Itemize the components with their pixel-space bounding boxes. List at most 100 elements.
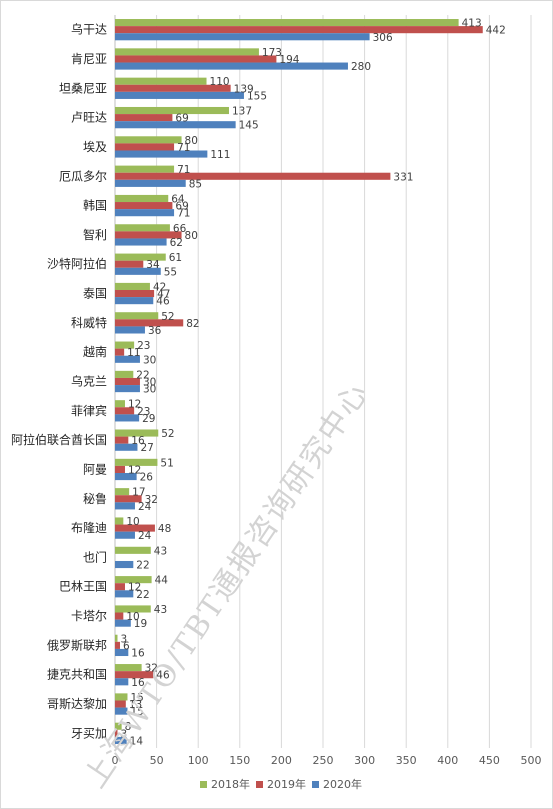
- category-label: 菲律宾: [71, 403, 107, 418]
- data-label: 36: [148, 325, 162, 337]
- data-label: 194: [279, 54, 299, 66]
- data-label: 55: [164, 266, 177, 278]
- data-label: 80: [185, 135, 198, 147]
- x-tick-label: 250: [313, 754, 334, 767]
- bar: [115, 326, 145, 334]
- x-tick-label: 50: [150, 754, 164, 767]
- bar: [115, 736, 127, 744]
- bar: [115, 84, 231, 92]
- bar: [115, 136, 182, 144]
- data-label: 413: [462, 18, 482, 30]
- bar: [115, 700, 126, 708]
- x-tick-label: 300: [354, 754, 375, 767]
- bar: [115, 77, 207, 85]
- bar: [115, 348, 125, 356]
- category-label: 韩国: [83, 198, 107, 213]
- bar: [115, 678, 129, 686]
- data-label: 61: [169, 252, 182, 264]
- bar: [115, 473, 137, 481]
- bar: [115, 517, 124, 525]
- data-label: 22: [136, 560, 149, 572]
- data-label: 47: [157, 289, 170, 301]
- category-label: 哥斯达黎加: [47, 697, 107, 711]
- data-label: 306: [373, 32, 393, 44]
- bar: [115, 194, 169, 203]
- data-label: 8: [125, 721, 132, 733]
- category-label: 牙买加: [71, 726, 107, 740]
- data-label: 442: [486, 25, 506, 37]
- bar: [115, 267, 161, 275]
- category-label: 布隆迪: [71, 520, 107, 535]
- bar: [115, 33, 370, 41]
- data-label: 71: [177, 164, 190, 176]
- category-label: 阿拉伯联合酋长国: [11, 432, 107, 447]
- bar: [115, 531, 135, 539]
- data-label: 66: [173, 223, 187, 235]
- category-label: 乌干达: [71, 22, 107, 37]
- bar: [115, 436, 129, 444]
- category-label: 泰国: [83, 287, 107, 301]
- data-labels: 4134423061731942801101391551376914580711…: [120, 18, 505, 748]
- data-label: 14: [130, 735, 144, 747]
- legend-label: 2020年: [323, 777, 362, 791]
- bar: [115, 106, 229, 115]
- data-label: 82: [186, 318, 199, 330]
- x-tick-label: 400: [437, 754, 458, 767]
- bar: [115, 590, 134, 598]
- bar: [115, 612, 124, 620]
- category-label: 也门: [83, 549, 107, 564]
- x-tick-label: 450: [479, 754, 500, 767]
- bar: [115, 693, 128, 701]
- data-label: 23: [137, 340, 150, 352]
- bar: [115, 26, 483, 34]
- data-label: 23: [137, 406, 150, 418]
- data-label: 110: [210, 76, 230, 88]
- bar: [115, 560, 134, 569]
- data-label: 280: [351, 61, 371, 73]
- data-label: 22: [136, 589, 149, 601]
- data-label: 12: [128, 464, 141, 476]
- data-label: 34: [146, 259, 160, 271]
- data-label: 145: [239, 120, 259, 132]
- data-label: 42: [153, 281, 166, 293]
- data-label: 11: [127, 347, 140, 359]
- x-tick-label: 100: [188, 754, 209, 767]
- data-label: 155: [247, 90, 267, 102]
- data-label: 3: [120, 728, 127, 740]
- bar: [115, 443, 138, 451]
- data-label: 43: [154, 604, 167, 616]
- bar: [115, 114, 173, 122]
- category-label: 越南: [83, 344, 107, 359]
- bar: [115, 729, 118, 737]
- bar: [115, 648, 129, 657]
- bars: [115, 19, 483, 744]
- data-label: 12: [128, 399, 141, 411]
- category-labels: 乌干达肯尼亚坦桑尼亚卢旺达埃及厄瓜多尔韩国智利沙特阿拉伯泰国科威特越南乌克兰菲律…: [11, 22, 107, 741]
- data-label: 22: [136, 369, 149, 381]
- legend: 2018年 2019年 2020年: [200, 777, 362, 791]
- x-tick-labels: 0 50 100 150 200 250 300 350 400 450 500: [112, 754, 542, 767]
- bar: [115, 282, 150, 290]
- bar: [115, 231, 182, 239]
- bar: [115, 355, 140, 363]
- data-label: 173: [262, 47, 282, 59]
- bar: [115, 722, 122, 730]
- bar: [115, 172, 391, 180]
- bar: [115, 605, 151, 613]
- bar: [115, 341, 135, 349]
- bar: [115, 121, 236, 129]
- x-tick-label: 0: [112, 754, 119, 767]
- data-label: 85: [189, 178, 202, 190]
- data-label: 71: [177, 142, 190, 154]
- data-label: 46: [156, 670, 170, 682]
- bar: [115, 238, 167, 246]
- bar: [115, 634, 118, 642]
- data-label: 6: [123, 640, 130, 652]
- data-label: 17: [132, 487, 145, 499]
- bar: [115, 319, 184, 327]
- bar: [115, 385, 140, 393]
- x-tick-label: 150: [229, 754, 250, 767]
- data-label: 69: [175, 201, 188, 213]
- bar: [115, 312, 159, 320]
- data-label: 62: [170, 237, 183, 249]
